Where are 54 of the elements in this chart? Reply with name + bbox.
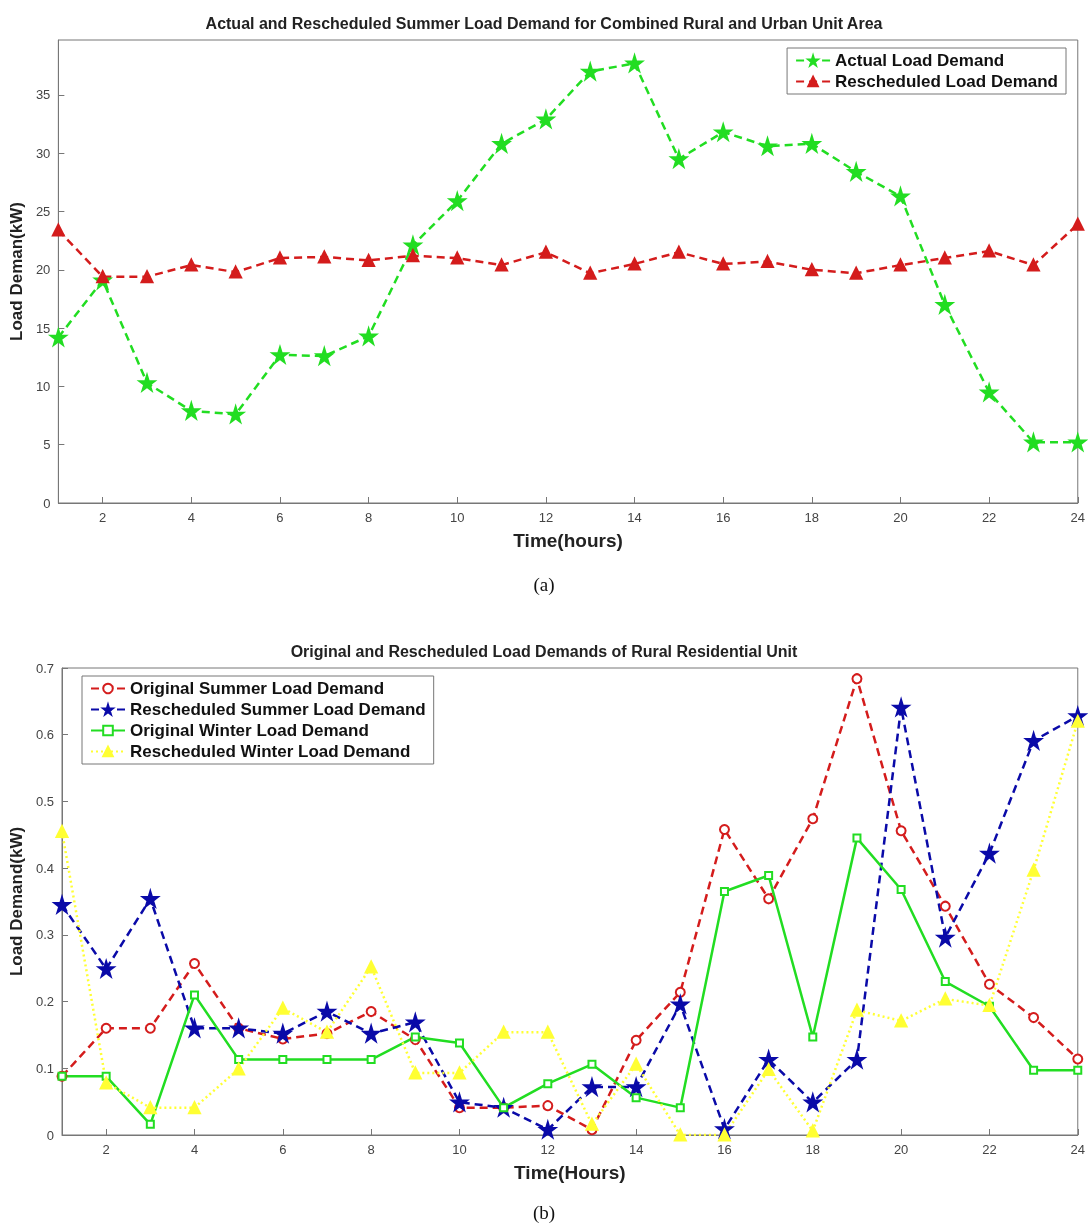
x-axis-title: Time(hours) <box>513 530 623 551</box>
y-tick-label: 0.3 <box>35 927 54 943</box>
y-tick-label: 25 <box>35 203 51 219</box>
x-tick-label: 8 <box>365 510 373 525</box>
legend-label: Original Summer Load Demand <box>130 679 385 698</box>
y-tick-label: 0 <box>43 495 51 511</box>
x-tick-label: 12 <box>538 510 554 525</box>
text: (a) <box>533 574 555 596</box>
x-tick-label: 4 <box>190 1142 199 1157</box>
y-tick-label: 30 <box>35 145 51 161</box>
chart-title: Actual and Rescheduled Summer Load Demand for Combined Rural and Urban Unit Area <box>205 14 883 32</box>
legend-label: Rescheduled Load Demand <box>835 72 1058 91</box>
x-tick-label: 12 <box>540 1142 556 1157</box>
x-tick-label: 6 <box>276 510 284 525</box>
y-tick-label: 0.7 <box>35 660 54 676</box>
y-tick-label: 0.6 <box>35 727 54 743</box>
x-tick-label: 2 <box>99 510 107 525</box>
x-tick-label: 2 <box>102 1142 110 1157</box>
legend-label: Rescheduled Summer Load Demand <box>130 700 426 719</box>
y-tick-label: 0.2 <box>35 994 54 1010</box>
x-tick-label: 16 <box>715 510 731 525</box>
chart-title: Original and Rescheduled Load Demands of Rural Residential Unit <box>290 642 799 660</box>
y-tick-label: 0.1 <box>35 1060 54 1076</box>
y-tick-label: 20 <box>35 262 51 278</box>
y-axis-title: Load Deman(kW) <box>7 202 26 341</box>
legend-label: Rescheduled Winter Load Demand <box>130 742 411 761</box>
y-tick-label: 15 <box>35 320 51 336</box>
legend-label: Original Winter Load Demand <box>130 721 369 740</box>
x-tick-label: 20 <box>893 510 908 525</box>
y-axis-title: Load Demand(kW) <box>7 826 27 977</box>
y-tick-label: 10 <box>35 378 51 394</box>
y-tick-label: 0.4 <box>35 860 54 876</box>
x-tick-label: 18 <box>804 510 820 525</box>
x-tick-label: 16 <box>717 1142 732 1157</box>
y-tick-label: 0.5 <box>35 793 54 809</box>
x-tick-label: 20 <box>893 1142 909 1157</box>
x-tick-label: 10 <box>450 510 465 525</box>
x-tick-label: 10 <box>452 1142 467 1157</box>
x-tick-label: 8 <box>367 1142 375 1157</box>
x-tick-label: 14 <box>628 1142 644 1157</box>
x-tick-label: 6 <box>279 1142 287 1157</box>
y-tick-label: 0 <box>46 1127 54 1143</box>
x-tick-label: 22 <box>981 510 997 525</box>
legend-label: Actual Load Demand <box>835 51 1005 70</box>
x-tick-label: 14 <box>627 510 642 525</box>
x-tick-label: 4 <box>187 510 195 525</box>
y-tick-label: 35 <box>35 87 51 103</box>
x-tick-label: 24 <box>1070 510 1085 525</box>
x-axis-title: Time(Hours) <box>514 1162 626 1183</box>
x-tick-label: 22 <box>982 1142 997 1157</box>
y-tick-label: 5 <box>43 437 51 453</box>
x-tick-label: 24 <box>1070 1142 1085 1157</box>
x-tick-label: 18 <box>805 1142 821 1157</box>
text: (b) <box>532 1202 556 1224</box>
